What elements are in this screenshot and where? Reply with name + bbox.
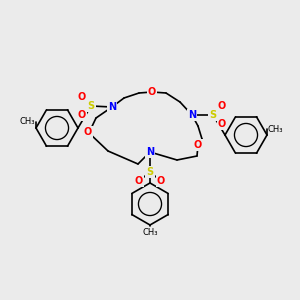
Text: O: O [135, 176, 143, 186]
Text: O: O [78, 110, 86, 120]
Text: O: O [218, 119, 226, 129]
Text: O: O [148, 87, 156, 97]
Text: CH₃: CH₃ [142, 228, 158, 237]
Text: O: O [78, 92, 86, 102]
Text: N: N [146, 147, 154, 157]
Text: S: S [209, 110, 217, 120]
Text: CH₃: CH₃ [20, 118, 35, 127]
Text: S: S [146, 167, 154, 177]
Text: N: N [108, 102, 116, 112]
Text: CH₃: CH₃ [268, 124, 283, 134]
Text: O: O [84, 127, 92, 137]
Text: N: N [188, 110, 196, 120]
Text: O: O [218, 101, 226, 111]
Text: O: O [194, 140, 202, 150]
Text: O: O [157, 176, 165, 186]
Text: S: S [87, 101, 94, 111]
